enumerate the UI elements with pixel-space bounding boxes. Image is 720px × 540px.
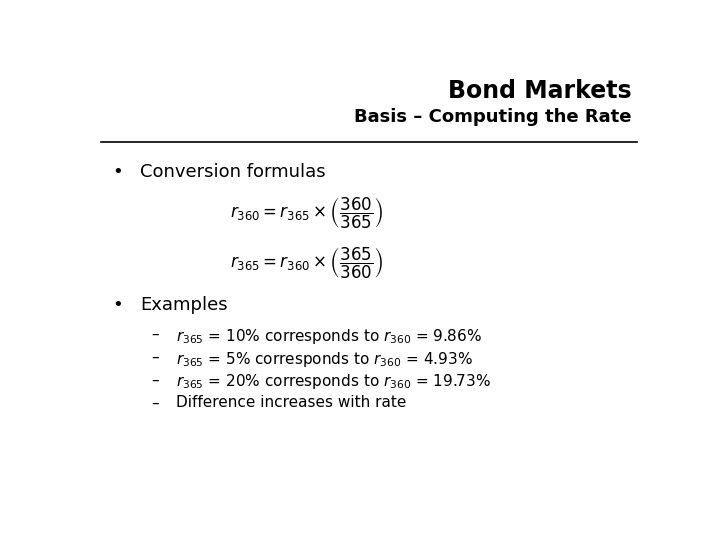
Text: $r_{360} = r_{365} \times \left(\dfrac{360}{365}\right)$: $r_{360} = r_{365} \times \left(\dfrac{3… bbox=[230, 196, 382, 231]
Text: $r_{365}$ = 10% corresponds to $r_{360}$ = 9.86%: $r_{365}$ = 10% corresponds to $r_{360}$… bbox=[176, 327, 482, 346]
Text: Examples: Examples bbox=[140, 295, 228, 314]
Text: –: – bbox=[151, 349, 159, 364]
Text: –: – bbox=[151, 327, 159, 342]
Text: –: – bbox=[151, 395, 159, 410]
Text: –: – bbox=[151, 373, 159, 388]
Text: $r_{365}$ = 20% corresponds to $r_{360}$ = 19.73%: $r_{365}$ = 20% corresponds to $r_{360}$… bbox=[176, 373, 492, 392]
Text: Difference increases with rate: Difference increases with rate bbox=[176, 395, 407, 410]
Text: $r_{365}$ = 5% corresponds to $r_{360}$ = 4.93%: $r_{365}$ = 5% corresponds to $r_{360}$ … bbox=[176, 349, 473, 369]
Text: •: • bbox=[112, 295, 123, 314]
Text: Bond Markets: Bond Markets bbox=[448, 79, 631, 103]
Text: $r_{365} = r_{360} \times \left(\dfrac{365}{360}\right)$: $r_{365} = r_{360} \times \left(\dfrac{3… bbox=[230, 246, 382, 281]
Text: Basis – Computing the Rate: Basis – Computing the Rate bbox=[354, 109, 631, 126]
Text: Conversion formulas: Conversion formulas bbox=[140, 163, 326, 180]
Text: •: • bbox=[112, 163, 123, 180]
